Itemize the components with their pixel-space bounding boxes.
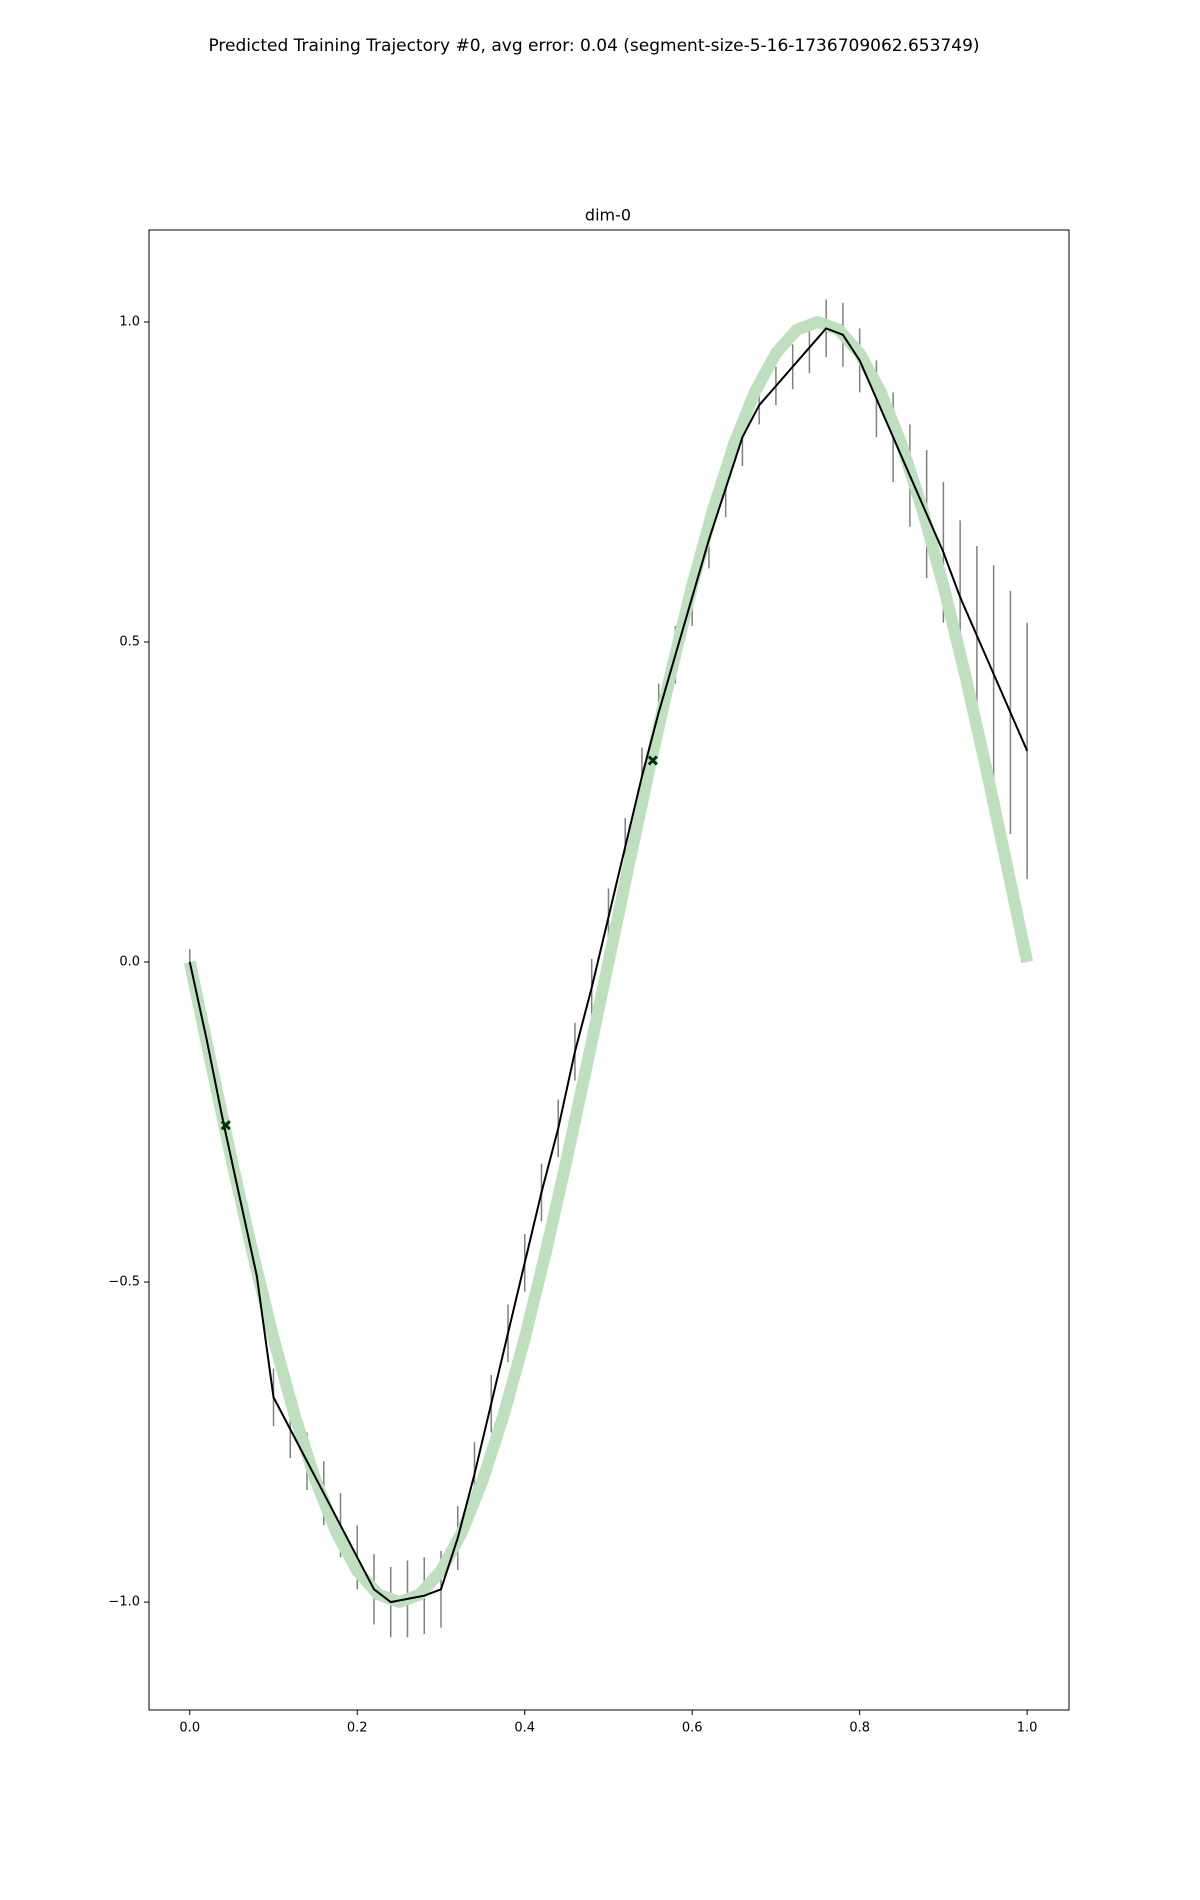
y-tick-label: 0.0 xyxy=(119,955,140,970)
y-tick-label: 1.0 xyxy=(119,314,140,329)
y-tick-label: −0.5 xyxy=(108,1275,140,1290)
prediction-line xyxy=(188,327,1029,1604)
x-tick-label: 0.8 xyxy=(849,1721,870,1736)
truth-line xyxy=(183,315,1034,1609)
x-tick-label: 0.2 xyxy=(347,1721,368,1736)
marker xyxy=(220,1120,231,1131)
x-tick-label: 0.6 xyxy=(682,1721,703,1736)
axes-frame xyxy=(148,229,1070,1711)
x-tick-label: 0.4 xyxy=(514,1721,535,1736)
y-tick-label: 0.5 xyxy=(119,635,140,650)
subplot-title: dim-0 xyxy=(585,206,631,225)
chart-title: Predicted Training Trajectory #0, avg er… xyxy=(208,36,979,56)
x-tick-label: 1.0 xyxy=(1017,1721,1038,1736)
x-tick-label: 0.0 xyxy=(179,1721,200,1736)
y-tick-label: −1.0 xyxy=(108,1595,140,1610)
marker xyxy=(647,755,658,766)
